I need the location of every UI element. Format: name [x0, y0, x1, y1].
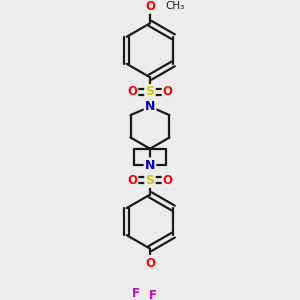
Text: N: N: [145, 159, 155, 172]
Text: S: S: [146, 174, 154, 187]
Text: O: O: [163, 174, 172, 187]
Text: CH₃: CH₃: [165, 1, 184, 11]
Text: O: O: [145, 257, 155, 270]
Text: F: F: [148, 289, 156, 300]
Text: N: N: [145, 100, 155, 113]
Text: S: S: [146, 174, 154, 187]
Text: O: O: [128, 174, 137, 187]
Text: O: O: [145, 0, 155, 13]
Text: S: S: [146, 85, 154, 98]
Text: O: O: [128, 85, 137, 98]
Text: F: F: [132, 287, 140, 300]
Text: S: S: [146, 85, 154, 98]
Text: O: O: [163, 85, 172, 98]
Text: N: N: [145, 100, 155, 113]
Text: N: N: [145, 159, 155, 172]
